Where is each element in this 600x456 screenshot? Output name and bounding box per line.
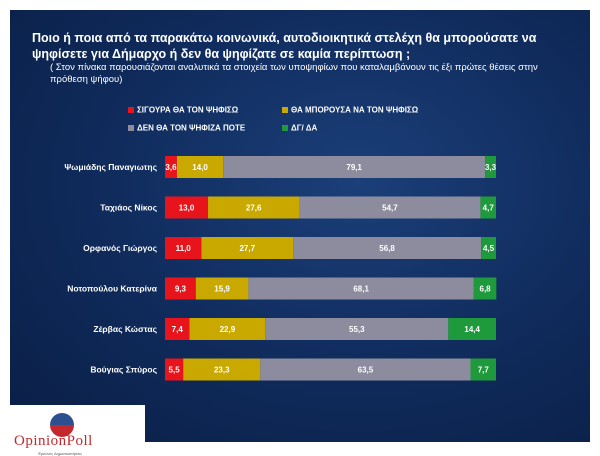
data-label: 63,5 [358, 366, 374, 375]
legend-item-maybe: ΘΑ ΜΠΟΡΟΥΣΑ ΝΑ ΤΟΝ ΨΗΦΙΣΩ [282, 105, 418, 114]
opinionpoll-logo: OpinionPoll Έρευνες Δημοσκοπήσεις [10, 405, 145, 456]
category-label: Βούγιας Σπύρος [90, 365, 157, 375]
data-label: 4,7 [483, 204, 495, 213]
data-label: 79,1 [346, 163, 362, 172]
logo-circle-icon [50, 413, 74, 437]
bar-segment [223, 156, 486, 178]
bar-segment [448, 318, 496, 340]
bar-segment [176, 156, 224, 178]
bar-segment [248, 277, 474, 300]
data-label: 5,5 [169, 366, 181, 375]
data-label: 68,1 [353, 285, 369, 294]
data-label: 3,3 [485, 163, 497, 172]
bar-segment [165, 318, 190, 340]
bar-segment [485, 156, 496, 178]
data-label: 13,0 [179, 204, 195, 213]
data-label: 27,7 [239, 244, 255, 253]
data-label: 27,6 [246, 204, 262, 213]
data-label: 4,5 [483, 244, 495, 253]
data-label: 3,6 [165, 163, 177, 172]
legend: ΣΙΓΟΥΡΑ ΘΑ ΤΟΝ ΨΗΦΙΣΩ ΘΑ ΜΠΟΡΟΥΣΑ ΝΑ ΤΟΝ… [10, 105, 590, 137]
legend-swatch [282, 124, 288, 131]
legend-item-sure: ΣΙΓΟΥΡΑ ΘΑ ΤΟΝ ΨΗΦΙΣΩ [128, 105, 238, 114]
bar-segment [195, 277, 249, 300]
legend-label: ΣΙΓΟΥΡΑ ΘΑ ΤΟΝ ΨΗΦΙΣΩ [137, 105, 239, 115]
slide: Ποιο ή ποια από τα παρακάτω κοινωνικά, α… [10, 10, 590, 456]
bar-segment [165, 277, 196, 300]
data-label: 14,4 [464, 325, 480, 334]
legend-item-dkna: ΔΓ/ ΔΑ [282, 123, 317, 132]
data-label: 23,3 [214, 366, 230, 375]
data-label: 11,0 [176, 244, 192, 253]
legend-swatch [128, 106, 134, 113]
data-label: 9,3 [175, 285, 187, 294]
legend-item-never: ΔΕΝ ΘΑ ΤΟΝ ΨΗΦΙΖΑ ΠΟΤΕ [128, 123, 245, 132]
legend-swatch [128, 124, 134, 131]
stacked-bar-chart: Ψωμιάδης Παναγιωτης 3,6 14,0 79,1 3,3 Ταχιάος… [64, 156, 497, 381]
data-label: 55,3 [349, 325, 365, 334]
bar-segment [265, 318, 449, 340]
data-label: 56,8 [379, 244, 395, 253]
data-label: 54,7 [382, 204, 398, 213]
data-label: 7,4 [172, 325, 184, 334]
data-label: 6,8 [480, 285, 492, 294]
bar-segment [189, 318, 266, 340]
data-label: 15,9 [214, 285, 230, 294]
bar-segment [165, 196, 209, 219]
bar-segment [481, 237, 496, 259]
bar-segment [165, 237, 202, 259]
bar-segment [208, 196, 300, 219]
legend-swatch [282, 106, 288, 113]
data-label: 14,0 [192, 163, 208, 172]
category-label: Νοτοπούλου Κατερίνα [67, 284, 157, 294]
bar-segment [165, 358, 184, 381]
logo-text: OpinionPoll [14, 433, 93, 449]
logo-tagline: Έρευνες Δημοσκοπήσεις [38, 451, 83, 456]
legend-label: ΔΓ/ ΔΑ [291, 123, 318, 133]
chart-title: Ποιο ή ποια από τα παρακάτω κοινωνικά, α… [32, 31, 537, 61]
bar-segment [201, 237, 294, 259]
data-label: 22,9 [220, 325, 236, 334]
chart-subtitle: ( Στον πίνακα παρουσιάζονται αναλυτικά τ… [50, 62, 538, 85]
category-label: Ταχιάος Νίκος [100, 203, 157, 213]
bar-segment [165, 156, 177, 178]
legend-label: ΔΕΝ ΘΑ ΤΟΝ ΨΗΦΙΖΑ ΠΟΤΕ [137, 123, 246, 133]
category-label: Ορφανός Γιώργος [83, 243, 157, 253]
category-label: Ζέρβας Κώστας [93, 324, 157, 334]
bar-segment [293, 237, 482, 259]
category-label: Ψωμιάδης Παναγιωτης [64, 162, 157, 172]
data-label: 7,7 [478, 366, 490, 375]
bar-segment [299, 196, 481, 219]
legend-label: ΘΑ ΜΠΟΡΟΥΣΑ ΝΑ ΤΟΝ ΨΗΦΙΣΩ [291, 105, 419, 115]
bar-segment [470, 358, 496, 381]
bar-segment [260, 358, 471, 381]
bar-segment [480, 196, 496, 219]
bar-segment [183, 358, 261, 381]
bar-segment [473, 277, 497, 300]
